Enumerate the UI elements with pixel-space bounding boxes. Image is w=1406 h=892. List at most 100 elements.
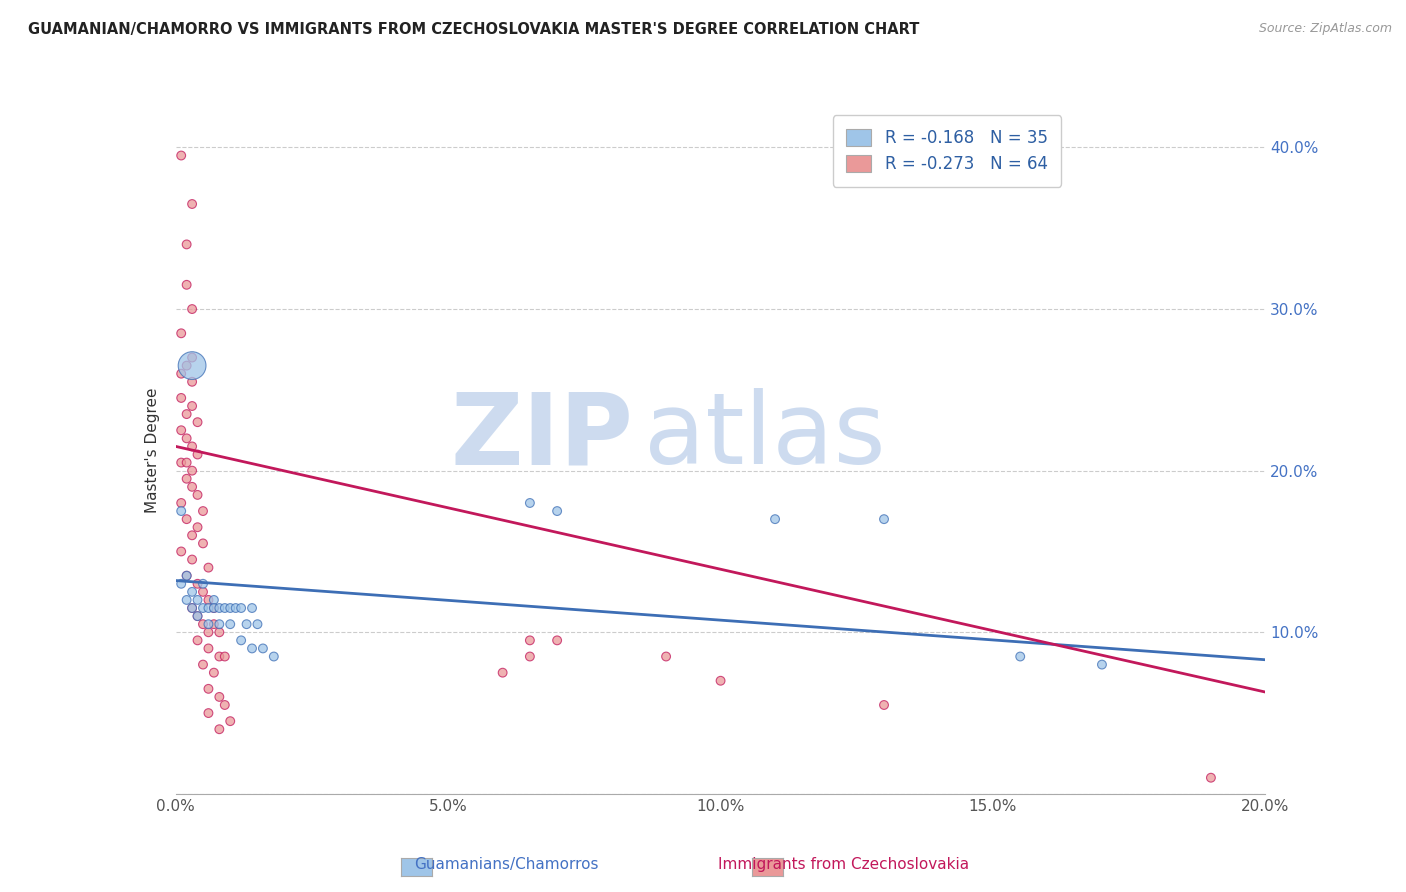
Point bbox=[176, 593, 198, 607]
Point bbox=[1199, 771, 1222, 785]
Point bbox=[191, 504, 214, 518]
Point bbox=[170, 148, 193, 162]
Point bbox=[240, 641, 263, 656]
Point bbox=[186, 448, 209, 462]
Point bbox=[191, 536, 214, 550]
Point bbox=[197, 706, 219, 720]
Point bbox=[181, 601, 204, 615]
Point bbox=[246, 617, 269, 632]
Point bbox=[873, 698, 896, 712]
Point bbox=[176, 512, 198, 526]
Text: GUAMANIAN/CHAMORRO VS IMMIGRANTS FROM CZECHOSLOVAKIA MASTER'S DEGREE CORRELATION: GUAMANIAN/CHAMORRO VS IMMIGRANTS FROM CZ… bbox=[28, 22, 920, 37]
Point bbox=[191, 657, 214, 672]
Point bbox=[763, 512, 786, 526]
Legend: R = -0.168   N = 35, R = -0.273   N = 64: R = -0.168 N = 35, R = -0.273 N = 64 bbox=[832, 115, 1062, 186]
Point bbox=[197, 617, 219, 632]
Point bbox=[181, 359, 204, 373]
Point bbox=[208, 617, 231, 632]
Point bbox=[191, 585, 214, 599]
Point bbox=[546, 633, 568, 648]
Text: Guamanians/Chamorros: Guamanians/Chamorros bbox=[413, 857, 599, 872]
Point bbox=[197, 560, 219, 574]
Point bbox=[197, 681, 219, 696]
Point bbox=[170, 504, 193, 518]
Point bbox=[208, 690, 231, 704]
Text: atlas: atlas bbox=[644, 388, 886, 485]
Point bbox=[170, 496, 193, 510]
Point bbox=[181, 585, 204, 599]
Point bbox=[181, 399, 204, 413]
Point bbox=[181, 464, 204, 478]
Point bbox=[519, 496, 541, 510]
Point bbox=[873, 512, 896, 526]
Point bbox=[176, 568, 198, 582]
Text: ZIP: ZIP bbox=[450, 388, 633, 485]
Point bbox=[225, 601, 247, 615]
Point bbox=[214, 649, 236, 664]
Point bbox=[208, 601, 231, 615]
Y-axis label: Master's Degree: Master's Degree bbox=[145, 388, 160, 513]
Point bbox=[181, 552, 204, 566]
Text: Source: ZipAtlas.com: Source: ZipAtlas.com bbox=[1258, 22, 1392, 36]
Point bbox=[519, 633, 541, 648]
Point bbox=[176, 407, 198, 421]
Point bbox=[181, 528, 204, 542]
Point bbox=[202, 593, 225, 607]
Point bbox=[176, 359, 198, 373]
Point bbox=[208, 723, 231, 737]
Point bbox=[202, 617, 225, 632]
Point bbox=[170, 456, 193, 470]
Point bbox=[170, 326, 193, 341]
Point bbox=[519, 649, 541, 664]
Point bbox=[208, 625, 231, 640]
Point bbox=[170, 423, 193, 437]
Point bbox=[197, 641, 219, 656]
Point bbox=[181, 197, 204, 211]
Point bbox=[263, 649, 285, 664]
Point bbox=[186, 576, 209, 591]
Point bbox=[186, 609, 209, 624]
Point bbox=[197, 625, 219, 640]
Point bbox=[186, 415, 209, 429]
Point bbox=[176, 456, 198, 470]
Point bbox=[202, 665, 225, 680]
Point bbox=[252, 641, 274, 656]
Point bbox=[208, 649, 231, 664]
Point bbox=[191, 576, 214, 591]
Point bbox=[235, 617, 257, 632]
Point bbox=[197, 601, 219, 615]
Point bbox=[202, 601, 225, 615]
Point bbox=[186, 488, 209, 502]
Point bbox=[181, 480, 204, 494]
Point bbox=[219, 714, 242, 728]
Point bbox=[181, 601, 204, 615]
Point bbox=[176, 277, 198, 292]
Point bbox=[186, 593, 209, 607]
Point bbox=[219, 617, 242, 632]
Point bbox=[546, 504, 568, 518]
Point bbox=[231, 601, 253, 615]
Point bbox=[186, 633, 209, 648]
Point bbox=[170, 544, 193, 558]
Point bbox=[191, 601, 214, 615]
Point bbox=[170, 367, 193, 381]
Point bbox=[191, 617, 214, 632]
Point bbox=[202, 601, 225, 615]
Point bbox=[181, 351, 204, 365]
Text: Immigrants from Czechoslovakia: Immigrants from Czechoslovakia bbox=[718, 857, 969, 872]
Point bbox=[170, 576, 193, 591]
Point bbox=[1091, 657, 1114, 672]
Point bbox=[240, 601, 263, 615]
Point bbox=[710, 673, 733, 688]
Point bbox=[181, 301, 204, 316]
Point bbox=[655, 649, 678, 664]
Point bbox=[186, 520, 209, 534]
Point bbox=[170, 391, 193, 405]
Point bbox=[176, 472, 198, 486]
Point bbox=[492, 665, 515, 680]
Point bbox=[231, 633, 253, 648]
Point bbox=[214, 601, 236, 615]
Point bbox=[181, 375, 204, 389]
Point bbox=[1010, 649, 1032, 664]
Point bbox=[176, 237, 198, 252]
